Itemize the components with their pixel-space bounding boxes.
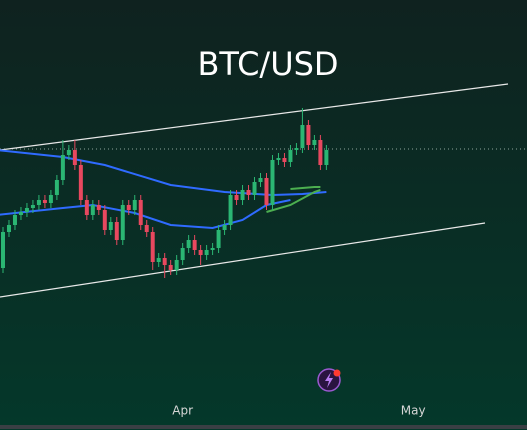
indicator-line: [290, 186, 321, 190]
candle-body: [252, 182, 257, 195]
candle-body: [162, 258, 167, 265]
candle-body: [138, 200, 143, 225]
plot: [0, 108, 329, 278]
candle-body: [108, 222, 113, 230]
candle-body: [270, 160, 275, 205]
candle-body: [216, 230, 221, 248]
candle-body: [60, 155, 65, 180]
candle-body: [54, 180, 59, 195]
candle-body: [246, 190, 251, 195]
candle-body: [6, 225, 11, 232]
candle-body: [96, 205, 101, 210]
trend-line: [0, 83, 509, 151]
indicator-line: [0, 149, 327, 197]
x-tick-label: May: [401, 404, 426, 418]
candle-body: [192, 240, 197, 250]
candle-body: [72, 150, 77, 165]
candle-body: [324, 150, 329, 165]
candle-body: [234, 195, 239, 200]
candle-body: [0, 232, 5, 268]
candle-body: [180, 248, 185, 260]
candle-body: [276, 158, 281, 160]
candle-body: [300, 125, 305, 148]
candle-body: [174, 260, 179, 270]
candle-body: [186, 240, 191, 248]
indicator-line: [0, 199, 291, 230]
candle-body: [294, 148, 299, 150]
candle-body: [36, 200, 41, 205]
candle-body: [282, 158, 287, 162]
candle-body: [12, 215, 17, 225]
candle-body: [90, 205, 95, 215]
candle-body: [240, 190, 245, 200]
candle-body: [24, 208, 29, 212]
candle-body: [84, 200, 89, 215]
candle-body: [156, 258, 161, 262]
candle-body: [144, 225, 149, 232]
candle-body: [42, 200, 47, 203]
alert-icon[interactable]: [317, 368, 341, 392]
candle-body: [306, 125, 311, 145]
candle-body: [150, 232, 155, 262]
candle-body: [66, 150, 71, 155]
candle-body: [48, 195, 53, 203]
x-tick-label: Apr: [172, 404, 193, 418]
candle-body: [102, 210, 107, 230]
candle-body: [78, 165, 83, 200]
candle-body: [288, 150, 293, 162]
candle-body: [264, 178, 269, 205]
candle-body: [318, 140, 323, 165]
chart-title: BTC/USD: [197, 45, 338, 83]
candle-body: [168, 265, 173, 270]
trend-line: [0, 222, 486, 298]
candle-body: [210, 248, 215, 250]
candle-body: [114, 222, 119, 240]
candle-body: [126, 205, 131, 210]
candle-body: [258, 178, 263, 182]
indicator-line: [266, 189, 321, 213]
candle-body: [198, 250, 203, 255]
candle-body: [132, 200, 137, 210]
candle-body: [222, 225, 227, 230]
candle-body: [228, 195, 233, 225]
candle-body: [30, 205, 35, 208]
candle-body: [204, 250, 209, 255]
candle-body: [120, 205, 125, 240]
candle-body: [312, 140, 317, 145]
candle-body: [18, 212, 23, 215]
